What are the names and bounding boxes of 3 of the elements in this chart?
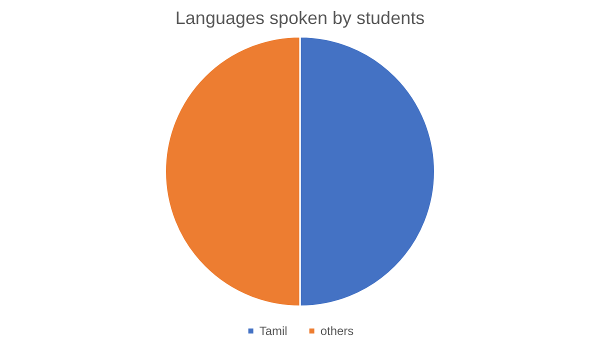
legend-label: others	[320, 324, 354, 338]
chart-title: Languages spoken by students	[175, 8, 425, 28]
legend-label: Tamil	[259, 324, 288, 338]
